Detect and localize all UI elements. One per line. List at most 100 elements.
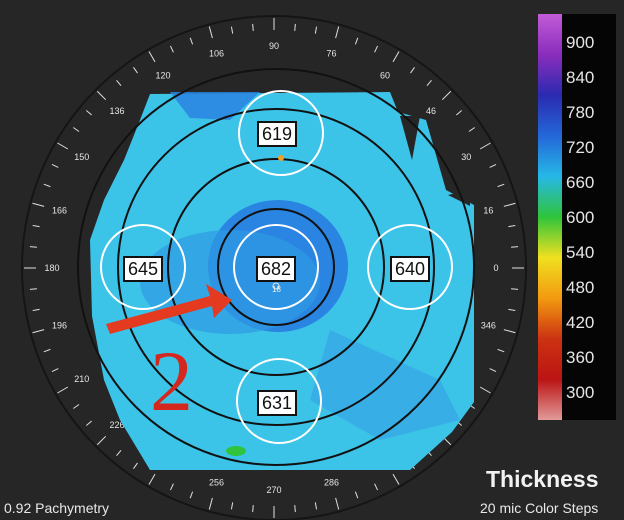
dial-tick <box>497 348 505 353</box>
color-scale-panel <box>562 14 616 420</box>
dial-tick <box>116 449 122 457</box>
dial-tick <box>354 491 359 499</box>
dial-tick <box>335 497 340 510</box>
dial-tick <box>170 45 174 53</box>
dial-tick <box>57 142 69 150</box>
dial-tick <box>511 246 519 248</box>
dial-tick <box>497 183 505 188</box>
thickness-title: Thickness <box>486 466 599 492</box>
dial-tick <box>294 505 296 513</box>
dial-tick <box>314 502 318 510</box>
color-scale-label: 480 <box>566 278 595 297</box>
dial-ticks <box>24 18 524 518</box>
dial-axis-label: 90 <box>269 41 279 51</box>
dial-axis-label: 346 <box>481 320 496 330</box>
ring-2 <box>167 158 385 376</box>
dial-tick <box>468 127 475 132</box>
apex-marker <box>278 155 284 161</box>
dial-tick <box>116 79 122 87</box>
dial-axis-label: 60 <box>380 71 390 81</box>
dial-tick <box>189 37 194 45</box>
lower-right-zone <box>310 330 460 440</box>
dial-tick <box>441 90 452 101</box>
dial-axis-label: 256 <box>209 477 224 487</box>
ring-4 <box>77 68 475 466</box>
dial-tick <box>392 473 400 485</box>
mid-deep-zone <box>140 230 320 334</box>
dial-tick <box>133 462 138 469</box>
dial-tick <box>32 224 40 228</box>
color-scale-label: 780 <box>566 103 595 122</box>
dial-tick <box>479 386 491 394</box>
measurement-center: 682 <box>256 256 297 282</box>
dial-tick <box>43 348 51 353</box>
dial-tick <box>508 308 516 312</box>
dial-tick <box>314 26 318 34</box>
dial-tick <box>374 45 378 53</box>
dial-tick <box>374 483 378 491</box>
color-scale-label: 660 <box>566 173 595 192</box>
dial-tick <box>489 368 497 372</box>
dial-tick <box>32 308 40 312</box>
dial-tick <box>32 329 45 334</box>
dial-tick <box>252 505 254 513</box>
dial-axis-label: 106 <box>209 49 224 59</box>
dial-tick <box>96 435 107 446</box>
dial-tick <box>294 23 296 31</box>
dial-tick <box>189 491 194 499</box>
dial-tick <box>73 404 80 409</box>
zone-circle-bottom <box>236 358 322 444</box>
red-arrow <box>106 284 232 334</box>
dial-tick <box>96 90 107 101</box>
dial-tick <box>252 23 254 31</box>
dial-tick <box>73 127 80 132</box>
dial-tick <box>511 288 519 290</box>
color-scale-label: 300 <box>566 383 595 402</box>
center-mark-label: 18 <box>272 285 281 294</box>
dial-tick <box>85 420 93 426</box>
dial-tick <box>426 79 432 87</box>
dial-axis-label: 166 <box>52 206 67 216</box>
dial-tick <box>133 67 138 74</box>
color-scale-bar <box>538 14 562 420</box>
dial-tick <box>148 473 156 485</box>
measurement-left: 645 <box>123 256 164 282</box>
zone-circle-right <box>367 224 453 310</box>
green-spot <box>226 446 246 456</box>
dial-axis-label: 76 <box>326 49 336 59</box>
dial-tick <box>208 497 213 510</box>
dial-axis-label: 210 <box>74 374 89 384</box>
center-marker <box>272 282 280 290</box>
color-scale-label: 600 <box>566 208 595 227</box>
dial-tick <box>410 67 415 74</box>
dial-axis-label: 286 <box>324 477 339 487</box>
ring-1 <box>217 208 335 326</box>
dial-tick <box>503 329 516 334</box>
dial-tick <box>170 483 174 491</box>
dial-axis-label: 180 <box>44 263 59 273</box>
dial-axis-label: 30 <box>461 152 471 162</box>
measurement-right: 640 <box>390 256 431 282</box>
map-gap <box>448 190 470 206</box>
dial-tick <box>51 164 59 168</box>
dial-tick <box>335 26 340 39</box>
dial-axis-label: 0 <box>493 263 498 273</box>
dial-axis-label: 150 <box>74 152 89 162</box>
zone-circle-center <box>233 224 319 310</box>
dial-axis-label: 120 <box>155 71 170 81</box>
color-scale-label: 420 <box>566 313 595 332</box>
dial-tick <box>57 386 69 394</box>
annotation-number: 2 <box>150 333 193 429</box>
dial-tick <box>354 37 359 45</box>
dial-axis-label: 270 <box>266 485 281 495</box>
color-scale-label: 360 <box>566 348 595 367</box>
dial-tick <box>32 202 45 207</box>
dial-tick <box>508 224 516 228</box>
ring-3 <box>117 108 435 426</box>
dial-tick <box>29 288 37 290</box>
measurement-bottom: 631 <box>257 390 298 416</box>
color-scale-label: 720 <box>566 138 595 157</box>
pachymetry-label: 0.92 Pachymetry <box>4 500 110 516</box>
dial-axis-label: 196 <box>52 320 67 330</box>
